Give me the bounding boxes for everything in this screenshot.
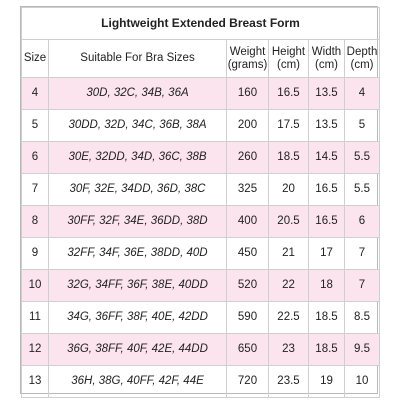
cell-depth: 9.5 xyxy=(344,333,380,366)
header-depth: Depth (cm) xyxy=(344,39,380,78)
table-row: 6 30E, 32DD, 34D, 36C, 38B 260 18.5 14.5… xyxy=(21,141,380,174)
cell-depth: 7 xyxy=(344,237,380,270)
cell-bra-sizes: 36H, 38G, 40FF, 42F, 44E xyxy=(48,365,227,398)
cell-depth: 5 xyxy=(344,109,380,142)
header-width-line2: (cm) xyxy=(315,58,338,71)
cell-depth: 8.5 xyxy=(344,301,380,334)
table-row: 12 36G, 38FF, 40F, 42E, 44DD 650 23 18.5… xyxy=(21,333,380,366)
cell-size: 13 xyxy=(21,365,49,398)
cell-height: 18.5 xyxy=(268,141,309,174)
cell-width: 17 xyxy=(308,237,345,270)
table-row: 7 30F, 32E, 34DD, 36D, 38C 325 20 16.5 5… xyxy=(21,173,380,206)
cell-depth: 10 xyxy=(344,365,380,398)
header-weight: Weight (grams) xyxy=(226,39,269,78)
cell-bra-sizes: 34G, 36FF, 38F, 40E, 42DD xyxy=(48,301,227,334)
header-bra-sizes: Suitable For Bra Sizes xyxy=(48,39,227,78)
header-size: Size xyxy=(21,39,49,78)
cell-width: 19 xyxy=(308,365,345,398)
cell-width: 13.5 xyxy=(308,109,345,142)
cell-depth: 4 xyxy=(344,77,380,110)
cell-size: 12 xyxy=(21,333,49,366)
cell-width: 16.5 xyxy=(308,205,345,238)
header-height: Height (cm) xyxy=(268,39,309,78)
cell-size: 9 xyxy=(21,237,49,270)
cell-size: 10 xyxy=(21,269,49,302)
cell-bra-sizes: 30F, 32E, 34DD, 36D, 38C xyxy=(48,173,227,206)
cell-weight: 260 xyxy=(226,141,269,174)
cell-width: 14.5 xyxy=(308,141,345,174)
cell-weight: 720 xyxy=(226,365,269,398)
header-row: Size Suitable For Bra Sizes Weight (grams… xyxy=(21,39,380,78)
header-width-line1: Width xyxy=(311,45,342,58)
cell-depth: 6 xyxy=(344,205,380,238)
size-chart: Lightweight Extended Breast Form Size Su… xyxy=(20,6,380,398)
cell-height: 20 xyxy=(268,173,309,206)
cell-size: 4 xyxy=(21,77,49,110)
table-row: 8 30FF, 32F, 34E, 36DD, 38D 400 20.5 16.… xyxy=(21,205,380,238)
cell-height: 22 xyxy=(268,269,309,302)
table-row: 11 34G, 36FF, 38F, 40E, 42DD 590 22.5 18… xyxy=(21,301,380,334)
cell-weight: 400 xyxy=(226,205,269,238)
header-weight-line1: Weight xyxy=(229,45,266,58)
cell-size: 7 xyxy=(21,173,49,206)
cell-bra-sizes: 30E, 32DD, 34D, 36C, 38B xyxy=(48,141,227,174)
cell-height: 23.5 xyxy=(268,365,309,398)
table-title: Lightweight Extended Breast Form xyxy=(21,7,380,40)
cell-weight: 650 xyxy=(226,333,269,366)
cell-weight: 450 xyxy=(226,237,269,270)
table-row: 9 32FF, 34F, 36E, 38DD, 40D 450 21 17 7 xyxy=(21,237,380,270)
cell-height: 16.5 xyxy=(268,77,309,110)
cell-depth: 5.5 xyxy=(344,141,380,174)
cell-size: 11 xyxy=(21,301,49,334)
cell-size: 6 xyxy=(21,141,49,174)
cell-height: 22.5 xyxy=(268,301,309,334)
header-width: Width (cm) xyxy=(308,39,345,78)
cell-weight: 200 xyxy=(226,109,269,142)
cell-size: 5 xyxy=(21,109,49,142)
header-height-line1: Height xyxy=(271,45,306,58)
cell-bra-sizes: 30DD, 32D, 34C, 36B, 38A xyxy=(48,109,227,142)
cell-bra-sizes: 32FF, 34F, 36E, 38DD, 40D xyxy=(48,237,227,270)
cell-weight: 325 xyxy=(226,173,269,206)
size-table: Lightweight Extended Breast Form Size Su… xyxy=(21,7,380,398)
header-height-line2: (cm) xyxy=(277,58,300,71)
table-row: 4 30D, 32C, 34B, 36A 160 16.5 13.5 4 xyxy=(21,77,380,110)
cell-depth: 5.5 xyxy=(344,173,380,206)
cell-width: 18 xyxy=(308,269,345,302)
cell-height: 23 xyxy=(268,333,309,366)
cell-height: 17.5 xyxy=(268,109,309,142)
title-row: Lightweight Extended Breast Form xyxy=(21,7,380,40)
cell-width: 16.5 xyxy=(308,173,345,206)
cell-size: 8 xyxy=(21,205,49,238)
cell-bra-sizes: 30D, 32C, 34B, 36A xyxy=(48,77,227,110)
cell-depth: 7 xyxy=(344,269,380,302)
cell-bra-sizes: 30FF, 32F, 34E, 36DD, 38D xyxy=(48,205,227,238)
table-row: 13 36H, 38G, 40FF, 42F, 44E 720 23.5 19 … xyxy=(21,365,380,398)
header-bra-label: Suitable For Bra Sizes xyxy=(80,52,195,64)
header-weight-line2: (grams) xyxy=(227,58,268,71)
cell-bra-sizes: 32G, 34FF, 36F, 38E, 40DD xyxy=(48,269,227,302)
header-depth-line1: Depth xyxy=(346,45,378,58)
cell-weight: 160 xyxy=(226,77,269,110)
cell-weight: 520 xyxy=(226,269,269,302)
header-size-label: Size xyxy=(23,52,47,64)
table-row: 10 32G, 34FF, 36F, 38E, 40DD 520 22 18 7 xyxy=(21,269,380,302)
cell-height: 21 xyxy=(268,237,309,270)
cell-height: 20.5 xyxy=(268,205,309,238)
cell-bra-sizes: 36G, 38FF, 40F, 42E, 44DD xyxy=(48,333,227,366)
cell-weight: 590 xyxy=(226,301,269,334)
table-row: 5 30DD, 32D, 34C, 36B, 38A 200 17.5 13.5… xyxy=(21,109,380,142)
cell-width: 18.5 xyxy=(308,333,345,366)
cell-width: 18.5 xyxy=(308,301,345,334)
cell-width: 13.5 xyxy=(308,77,345,110)
header-depth-line2: (cm) xyxy=(350,58,374,71)
